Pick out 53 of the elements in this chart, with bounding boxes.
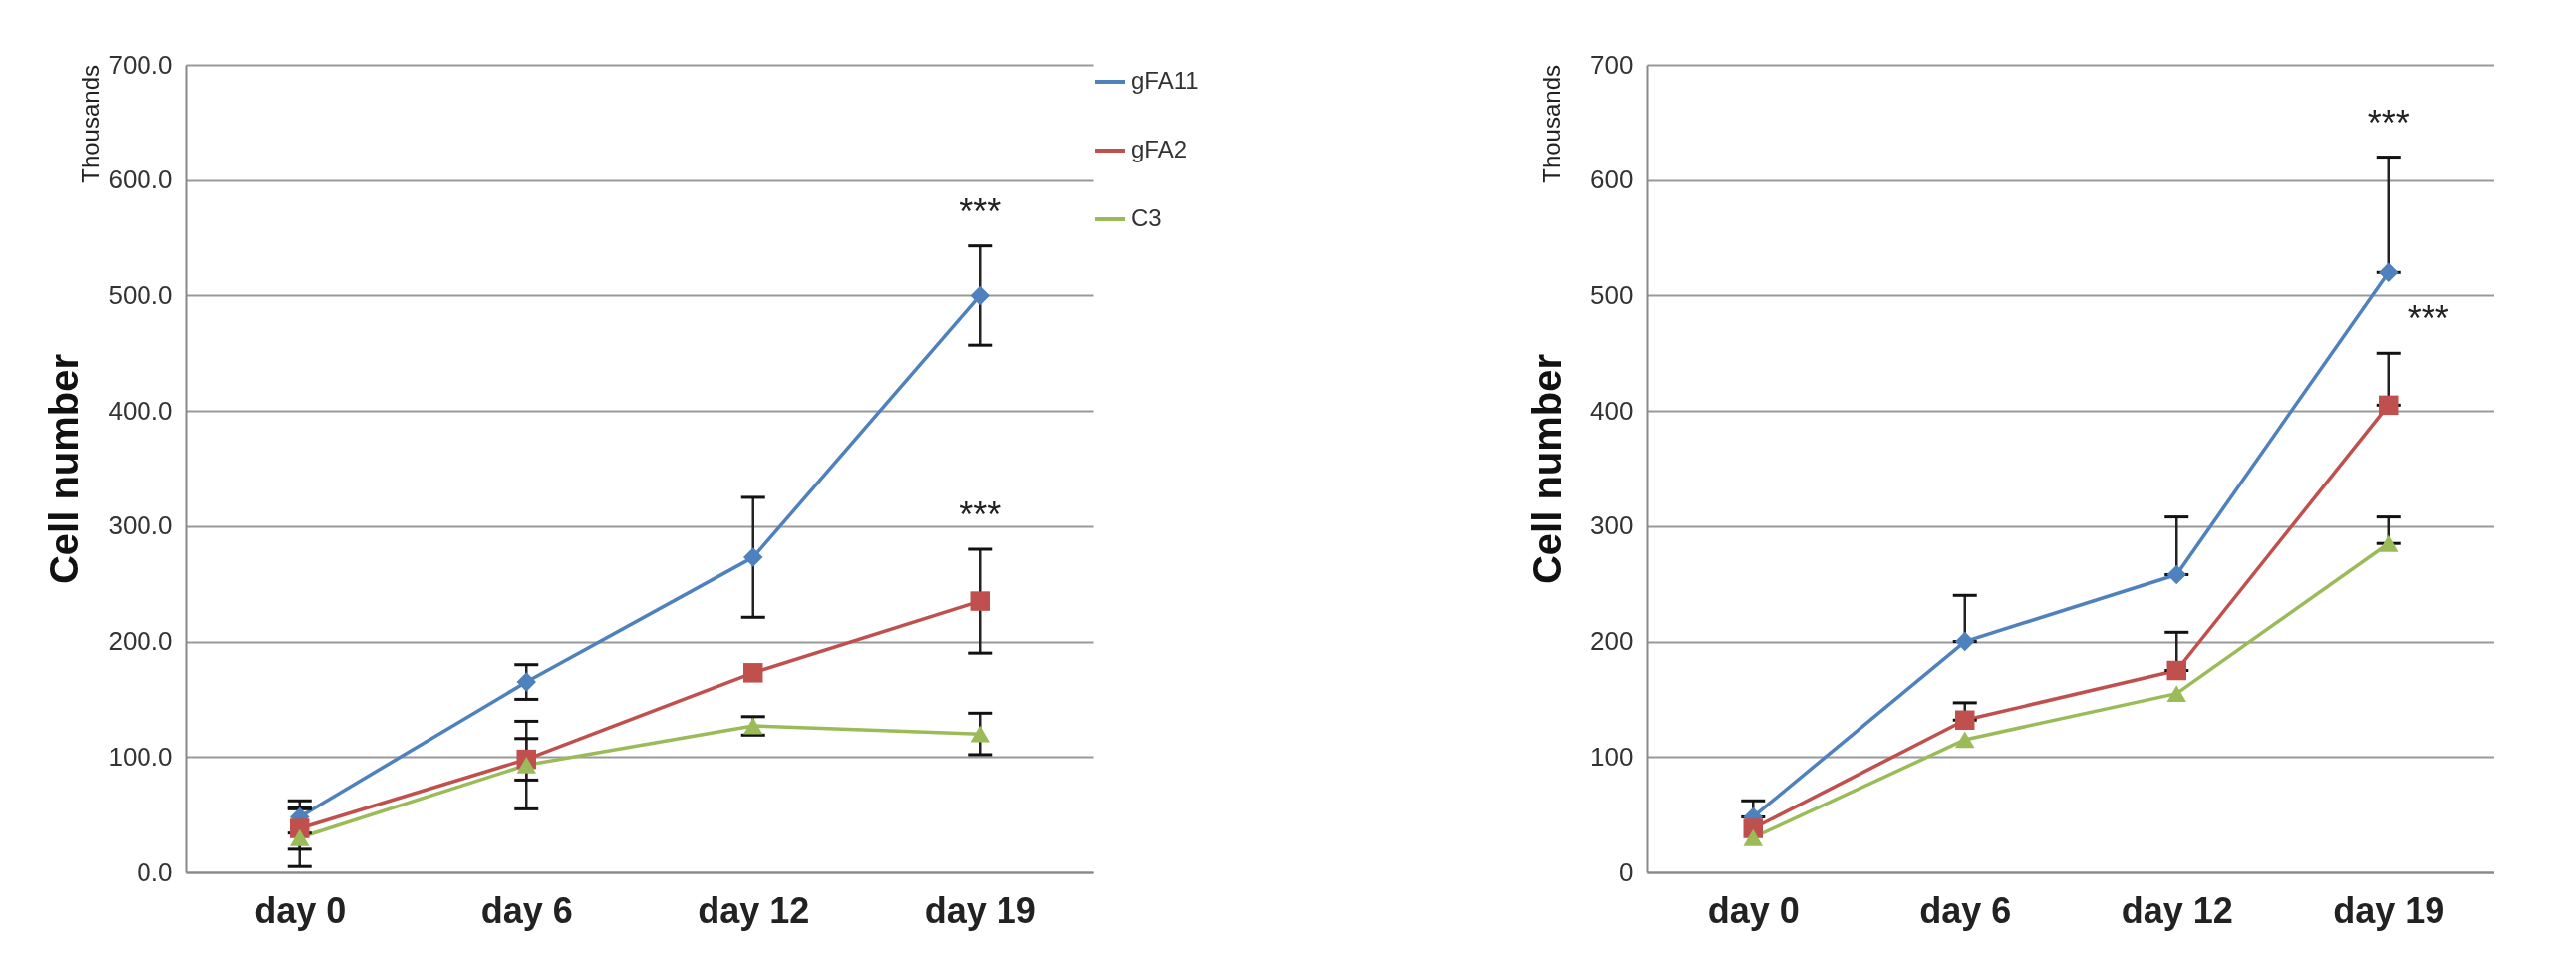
point [1955, 710, 1975, 730]
x-tick-label: day 12 [2121, 889, 2233, 931]
point [970, 285, 990, 306]
point [2166, 660, 2186, 681]
x-tick-label: day 0 [1707, 889, 1800, 931]
y-tick-label: 100 [1590, 741, 1634, 772]
y-tick-label: 200.0 [108, 626, 173, 657]
x-tick-label: day 0 [254, 889, 347, 931]
point [970, 725, 990, 743]
y-tick-label: 300 [1590, 510, 1634, 541]
y-tick-label: 0.0 [137, 856, 173, 887]
y-tick-label: 500 [1590, 279, 1634, 310]
annotation: *** [2367, 102, 2410, 144]
point [743, 663, 763, 683]
y-tick-label: 100.0 [108, 741, 173, 772]
y-tick-label: 500.0 [108, 279, 173, 310]
point [2379, 395, 2399, 416]
y-tick-label: 400.0 [108, 395, 173, 426]
x-tick-label: day 19 [924, 889, 1036, 931]
y-axis-title: Cell number [42, 353, 87, 585]
y-tick-label: 700.0 [108, 49, 173, 80]
text: Thousands [77, 65, 104, 183]
x-tick-label: day 6 [480, 889, 573, 931]
point [1955, 631, 1975, 652]
legend-label: C3 [1131, 204, 1162, 231]
annotation: *** [959, 190, 1002, 232]
x-tick-label: day 19 [2333, 889, 2445, 931]
legend-label: gFA11 [1131, 67, 1199, 94]
point [2166, 685, 2186, 703]
point [1743, 828, 1763, 846]
y-tick-label: 200 [1590, 626, 1634, 657]
point [516, 756, 536, 774]
annotation: *** [2407, 298, 2449, 340]
y-tick-label: 0 [1619, 856, 1634, 887]
y-axis-title: Cell number [1525, 353, 1570, 585]
point [2379, 262, 2399, 283]
legend-label: gFA2 [1131, 136, 1188, 162]
point [516, 672, 536, 692]
text: Thousands [1538, 65, 1565, 183]
point [290, 828, 310, 846]
annotation: *** [959, 494, 1002, 535]
y-tick-label: 600 [1590, 164, 1634, 195]
point [1955, 731, 1975, 749]
y-tick-label: 300.0 [108, 510, 173, 541]
point [743, 547, 763, 567]
x-tick-label: day 12 [698, 889, 810, 931]
point [970, 591, 990, 611]
y-tick-label: 700 [1590, 49, 1634, 80]
x-tick-label: day 6 [1919, 889, 2012, 931]
y-tick-label: 600.0 [108, 164, 173, 195]
point [2379, 534, 2399, 552]
y-tick-label: 400 [1590, 395, 1634, 426]
point [2166, 564, 2186, 585]
